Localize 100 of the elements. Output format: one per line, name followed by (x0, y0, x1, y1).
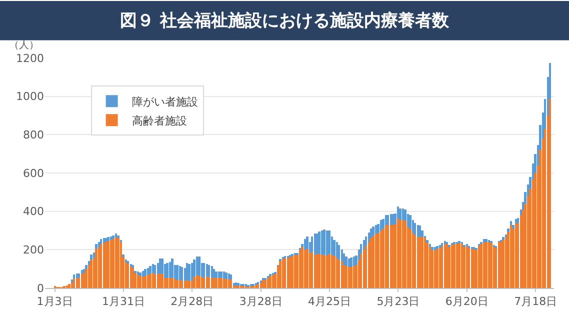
bar (515, 224, 517, 288)
bar (213, 268, 216, 278)
bar (127, 261, 130, 264)
bar (176, 265, 178, 280)
bar (112, 235, 114, 240)
bar (348, 258, 350, 267)
bar (338, 244, 340, 260)
bar (323, 254, 326, 288)
bar (179, 266, 181, 280)
bar (321, 254, 323, 288)
bar (485, 241, 488, 288)
bar (132, 268, 134, 288)
bar (149, 266, 152, 274)
bar (152, 272, 154, 288)
bar (228, 278, 230, 288)
bar (122, 254, 124, 257)
bar (269, 276, 272, 288)
bar (372, 235, 374, 288)
bar (377, 232, 380, 288)
bar (137, 272, 140, 275)
bar (291, 255, 294, 288)
bar (95, 248, 98, 288)
bar (385, 215, 387, 225)
bar (179, 279, 181, 288)
bar (387, 224, 390, 288)
bar (350, 257, 352, 267)
x-tick-label: 5月23日 (376, 295, 420, 308)
x-tick-label: 6月20日 (445, 295, 488, 308)
bar (419, 226, 422, 236)
bar (382, 219, 384, 229)
bar (343, 254, 346, 265)
bar (230, 274, 232, 280)
bar (387, 215, 390, 225)
bar (171, 277, 174, 288)
bar (402, 220, 404, 288)
bar (549, 98, 552, 288)
bar (76, 274, 78, 278)
bar (103, 238, 105, 243)
y-tick-label: 800 (23, 128, 44, 142)
bar (157, 274, 159, 288)
bar (365, 236, 368, 246)
bar (81, 270, 83, 274)
bar (397, 218, 400, 288)
bar (368, 232, 370, 242)
bar (429, 244, 431, 247)
bar (341, 261, 343, 288)
bar (71, 282, 73, 288)
bar (311, 252, 314, 288)
bar (88, 261, 90, 265)
bar (215, 272, 218, 278)
bar (436, 246, 438, 249)
bar (191, 263, 193, 280)
text: （人） (9, 40, 39, 51)
bar (417, 236, 419, 288)
y-tick-label: 600 (23, 166, 44, 180)
bar (471, 248, 473, 288)
bar (402, 208, 404, 220)
bar (228, 274, 230, 278)
bar (426, 240, 428, 243)
bar (130, 266, 132, 288)
bar (166, 263, 168, 278)
x-tick-label: 3月28日 (239, 295, 282, 308)
chart-title: 図９ 社会福祉施設における施設内療養者数 (120, 10, 450, 31)
bar (502, 237, 505, 240)
bar (345, 256, 348, 266)
bar (125, 259, 127, 262)
bar (414, 234, 416, 288)
bar (424, 237, 426, 288)
bar (375, 224, 377, 234)
bar (287, 257, 289, 288)
bar (142, 276, 144, 288)
bar (83, 268, 86, 273)
bar (318, 231, 321, 254)
bar (181, 280, 184, 288)
bar (225, 272, 228, 278)
bar (93, 252, 95, 258)
x-tick-label: 7月18日 (514, 295, 558, 308)
bar (451, 244, 453, 288)
bar (488, 242, 490, 288)
bar (475, 250, 478, 288)
bar (196, 256, 198, 275)
y-tick-label: 200 (23, 244, 44, 257)
bar (417, 224, 419, 236)
bar (73, 274, 76, 278)
bar (169, 277, 171, 288)
bar (468, 248, 470, 288)
bar (314, 254, 316, 288)
bar (154, 265, 156, 274)
bar (196, 274, 198, 288)
bar (363, 240, 365, 250)
bar (505, 234, 507, 237)
bar (68, 284, 70, 288)
bar (144, 268, 146, 276)
bar (431, 250, 434, 288)
bar (463, 246, 466, 288)
bar (390, 224, 392, 288)
y-tick-label: 0 (37, 282, 44, 295)
bar (282, 258, 284, 288)
bar (485, 239, 488, 242)
bar (78, 274, 80, 278)
